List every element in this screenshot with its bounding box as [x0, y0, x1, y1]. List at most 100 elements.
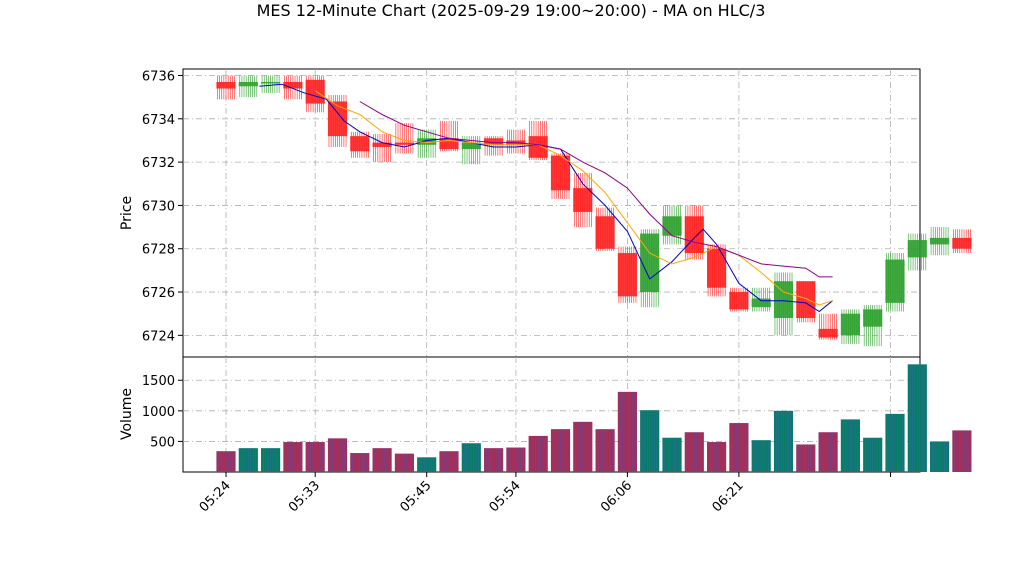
- candle-up: [417, 129, 437, 158]
- candle-body: [952, 237, 972, 249]
- volume-bars: [216, 364, 972, 472]
- candle-body: [796, 281, 816, 319]
- candle-body: [729, 292, 749, 310]
- x-axis-ticks: 05:24 05:33 05:45 05:54 06:06 06:21: [197, 472, 892, 515]
- volume-bar: [283, 442, 303, 472]
- volume-bar: [261, 448, 281, 472]
- candle-down: [617, 246, 637, 303]
- chart-title: MES 12-Minute Chart (2025-09-29 19:00~20…: [257, 1, 766, 20]
- candle-body: [751, 298, 771, 308]
- volume-bar: [617, 391, 637, 472]
- candle-body: [261, 81, 281, 84]
- volume-bar: [729, 423, 749, 472]
- candle-down: [573, 172, 593, 228]
- volume-bar: [952, 430, 972, 472]
- candle-body: [907, 240, 927, 258]
- candle-body: [283, 81, 303, 89]
- volume-bar: [773, 410, 794, 472]
- volume-y-ticks: 500 1000 1500: [142, 374, 183, 450]
- volume-bar: [662, 437, 682, 472]
- volume-bar: [930, 441, 950, 472]
- candle-up: [238, 75, 258, 98]
- candle-body: [930, 237, 950, 245]
- volume-bar: [484, 448, 504, 472]
- candle-up: [773, 272, 794, 336]
- candle-down: [506, 129, 526, 154]
- candle-down: [595, 207, 615, 251]
- candle-up: [863, 305, 883, 347]
- candle-down: [283, 75, 303, 100]
- candle-body: [662, 216, 682, 236]
- volume-bar: [907, 364, 927, 472]
- candle-body: [885, 259, 905, 303]
- candle-down: [684, 205, 704, 260]
- volume-bar: [439, 451, 459, 472]
- candle-body: [484, 138, 504, 145]
- x-tick-label: 05:45: [397, 478, 434, 515]
- ma-line-orange: [314, 90, 833, 306]
- candle-down: [350, 131, 370, 158]
- price-y-ticks: 6724 6726 6728 6730 6732 6734 6736: [142, 69, 183, 344]
- candles: [216, 75, 972, 347]
- volume-y-tick-label: 1000: [142, 405, 175, 420]
- candle-down: [707, 244, 727, 297]
- volume-bar: [550, 429, 571, 472]
- volume-bar: [461, 443, 481, 472]
- volume-axis-label: Volume: [119, 388, 135, 440]
- volume-bar: [595, 429, 615, 472]
- candle-body: [327, 101, 348, 137]
- volume-bar: [885, 413, 905, 472]
- volume-bar: [863, 437, 883, 472]
- candle-body: [372, 142, 392, 147]
- price-y-tick-label: 6724: [142, 329, 175, 344]
- candle-up: [907, 233, 927, 271]
- candle-body: [350, 136, 370, 152]
- volume-bar: [327, 438, 348, 472]
- volume-bar: [818, 432, 838, 472]
- volume-bar: [707, 442, 727, 472]
- candle-up: [885, 253, 905, 312]
- candle-body: [840, 313, 860, 336]
- candle-down: [729, 287, 749, 312]
- x-tick-label: 05:33: [286, 478, 323, 515]
- candle-body: [305, 79, 325, 104]
- candle-up: [930, 227, 950, 256]
- candle-down: [372, 133, 392, 163]
- candle-up: [461, 136, 481, 165]
- candle-body: [640, 233, 660, 293]
- candle-body: [684, 216, 704, 254]
- candle-body: [439, 138, 459, 150]
- volume-bar: [350, 453, 370, 472]
- x-tick-label: 05:24: [197, 478, 234, 515]
- volume-bar: [372, 448, 392, 472]
- price-y-tick-label: 6730: [142, 199, 175, 214]
- candle-body: [461, 142, 481, 150]
- candle-body: [863, 309, 883, 327]
- candle-body: [595, 216, 615, 249]
- x-tick-label: 06:06: [598, 478, 635, 515]
- volume-bar: [528, 435, 548, 472]
- price-y-tick-label: 6736: [142, 69, 175, 84]
- candle-down: [216, 75, 236, 100]
- candle-body: [238, 81, 258, 87]
- candle-up: [640, 229, 660, 308]
- volume-bar: [640, 410, 660, 472]
- candle-down: [952, 229, 972, 254]
- volume-bar: [417, 457, 437, 472]
- volume-bar: [684, 432, 704, 472]
- ma-line-purple: [359, 101, 833, 278]
- candle-body: [528, 136, 548, 158]
- volume-bar: [840, 419, 860, 472]
- x-tick-label: 06:21: [710, 478, 747, 515]
- candle-body: [394, 142, 414, 145]
- volume-bar: [573, 421, 593, 472]
- candle-body: [818, 328, 838, 338]
- x-tick-label: 05:54: [487, 478, 524, 515]
- volume-bar: [796, 444, 816, 472]
- candle-body: [573, 188, 593, 212]
- candle-down: [550, 153, 571, 199]
- candle-body: [707, 248, 727, 288]
- candle-up: [751, 287, 771, 312]
